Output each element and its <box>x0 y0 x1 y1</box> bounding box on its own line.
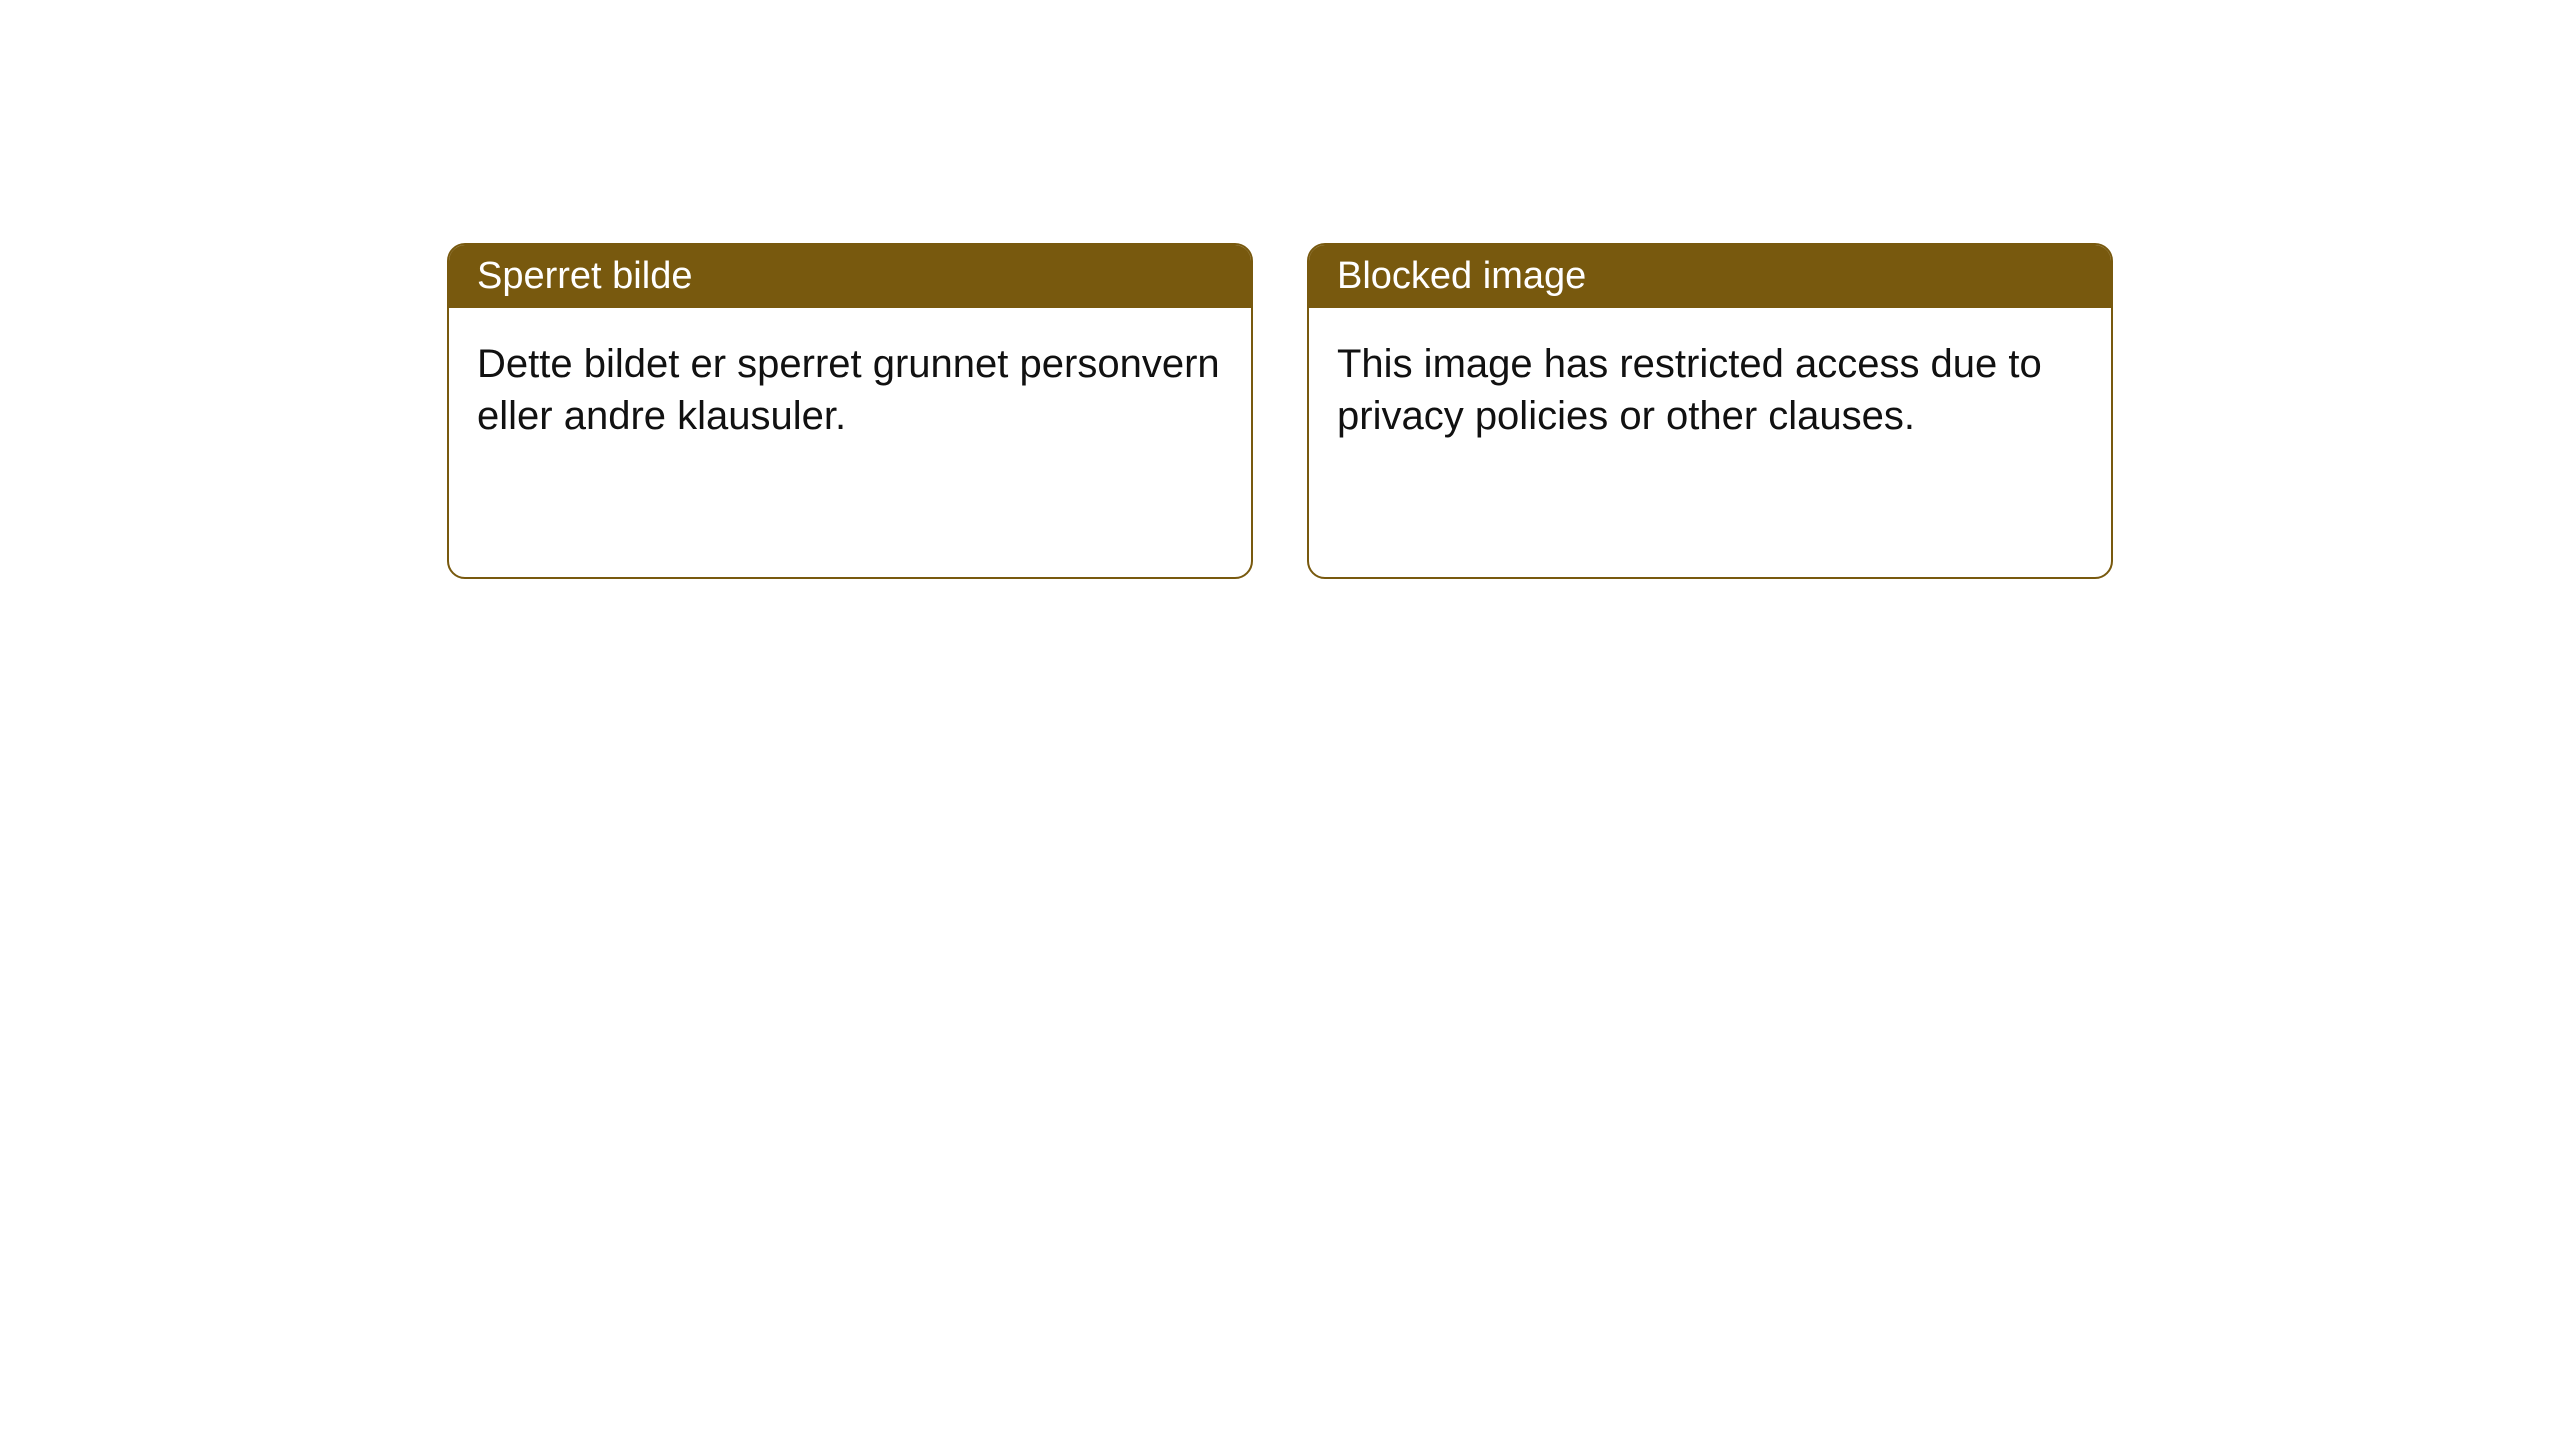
notice-title: Blocked image <box>1337 255 1586 297</box>
notice-body: Dette bildet er sperret grunnet personve… <box>449 308 1251 472</box>
notice-header: Blocked image <box>1309 245 2111 308</box>
notice-body: This image has restricted access due to … <box>1309 308 2111 472</box>
notice-container: Sperret bilde Dette bildet er sperret gr… <box>0 0 2560 579</box>
notice-card-english: Blocked image This image has restricted … <box>1307 243 2113 579</box>
notice-card-norwegian: Sperret bilde Dette bildet er sperret gr… <box>447 243 1253 579</box>
notice-text: Dette bildet er sperret grunnet personve… <box>477 342 1220 438</box>
notice-text: This image has restricted access due to … <box>1337 342 2042 438</box>
notice-title: Sperret bilde <box>477 255 692 297</box>
notice-header: Sperret bilde <box>449 245 1251 308</box>
